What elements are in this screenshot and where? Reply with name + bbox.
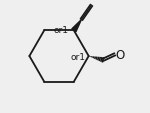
Text: or1: or1 [70,53,85,61]
Polygon shape [72,20,81,32]
Text: or1: or1 [53,26,68,35]
Text: O: O [116,48,125,61]
